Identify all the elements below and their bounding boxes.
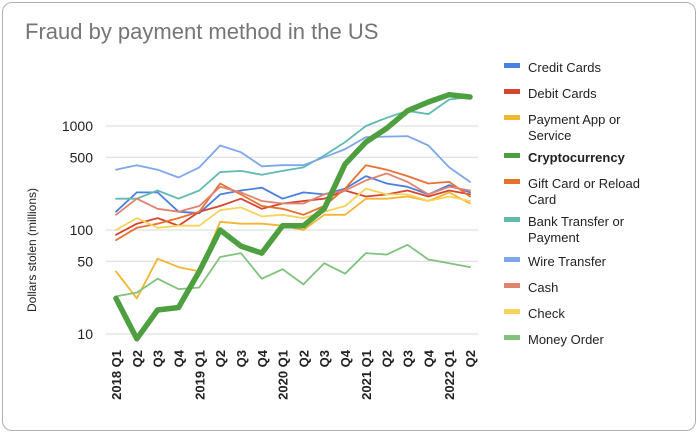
x-tick-14: Q3 [401,350,416,367]
legend-label-check: Check [528,306,565,321]
x-tick-8: 2020 Q1 [276,350,291,400]
y-tick-1000: 1000 [62,118,93,134]
x-tick-16: 2022 Q1 [442,350,457,400]
legend-label-bank-transfer-or-payment: Bank Transfer or Payment [528,214,625,245]
x-tick-labels: 2018 Q1 Q2 Q3 Q4 2019 Q1 Q2 Q3 Q4 2020 Q1 Q2 Q3 Q4 2… [109,349,478,400]
legend-swatch-cryptocurrency [504,153,520,158]
x-tick-6: Q3 [234,350,249,367]
legend-label-payment-app-or-service: Payment App or Service [528,112,621,143]
x-tick-11: Q4 [338,349,353,367]
series-line-cash [115,172,471,216]
legend-swatch-cash [504,283,520,288]
series-line-credit-cards [115,175,471,215]
legend-swatch-bank-transfer-or-payment [504,217,520,222]
grid [106,125,478,335]
x-tick-4: 2019 Q1 [192,350,207,400]
x-tick-5: Q2 [213,350,228,367]
chart-frame [2,2,696,431]
x-tick-3: Q4 [171,349,186,367]
legend: Credit Cards Debit Cards Payment App or Ser… [504,60,640,347]
y-tick-labels: 10 50 100 500 1000 [62,118,93,342]
series-line-bank-transfer-or-payment [115,96,471,200]
y-tick-50: 50 [77,253,93,269]
chart-title: Fraud by payment method in the US [25,19,379,44]
x-tick-10: Q3 [317,350,332,367]
x-tick-12: 2021 Q1 [359,350,374,400]
legend-label-money-order: Money Order [528,332,605,347]
legend-label-wire-transfer: Wire Transfer [528,254,607,269]
x-tick-1: Q2 [130,350,145,367]
y-tick-10: 10 [77,326,93,342]
legend-label-debit-cards: Debit Cards [528,86,597,101]
legend-swatch-credit-cards [504,63,520,68]
x-tick-13: Q2 [380,350,395,367]
legend-label-cash: Cash [528,280,558,295]
series-line-wire-transfer [115,135,471,183]
y-tick-500: 500 [70,149,94,165]
legend-swatch-payment-app-or-service [504,115,520,120]
legend-swatch-money-order [504,335,520,340]
series-line-gift-card-or-reload-card [115,164,471,242]
x-tick-7: Q4 [255,349,270,367]
legend-label-gift-card-or-reload-card: Gift Card or Reload Card [528,176,640,207]
x-tick-9: Q2 [296,350,311,367]
series-line-cryptocurrency [113,91,473,342]
legend-swatch-gift-card-or-reload-card [504,179,520,184]
legend-swatch-debit-cards [504,89,520,94]
series-line-money-order [115,243,471,298]
series-line-debit-cards [115,189,471,236]
legend-label-credit-cards: Credit Cards [528,60,601,75]
y-tick-100: 100 [70,222,94,238]
series-lines [113,91,473,342]
x-tick-15: Q4 [421,349,436,367]
series-line-payment-app-or-service [115,191,471,300]
legend-swatch-wire-transfer [504,257,520,262]
x-tick-0: 2018 Q1 [109,350,124,400]
y-axis-label: Dollars stolen (millions) [25,188,39,312]
x-tick-2: Q3 [151,350,166,367]
legend-swatch-check [504,309,520,314]
legend-label-cryptocurrency: Cryptocurrency [528,150,626,165]
series-line-check [115,187,471,231]
x-tick-17: Q2 [463,350,478,367]
